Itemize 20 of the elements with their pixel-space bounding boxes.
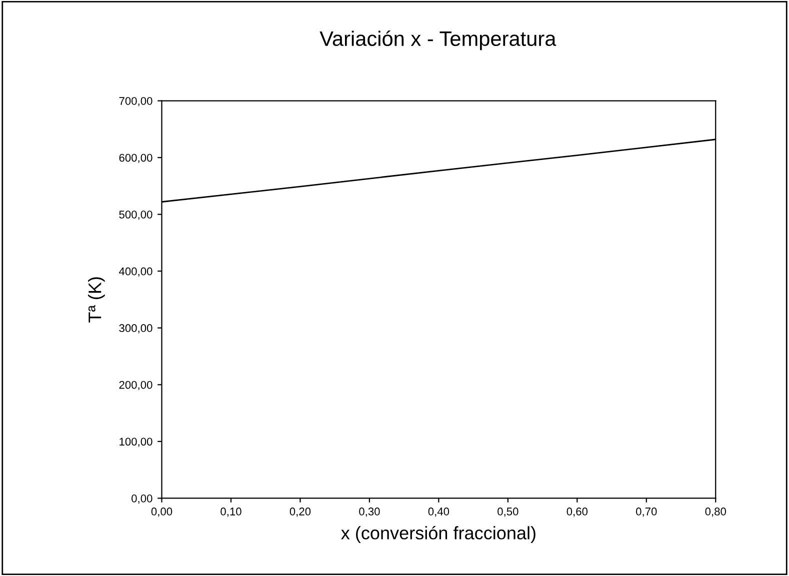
x-tick-label: 0,50 [498, 508, 518, 517]
x-tick-label: 0,10 [220, 508, 242, 517]
x-tick-label: 0,80 [705, 508, 726, 517]
x-tick-label: 0,60 [566, 508, 588, 517]
y-tick-label: 0,00 [132, 494, 152, 504]
y-tick-label: 500,00 [119, 210, 152, 220]
x-tick-label: 0,00 [151, 508, 172, 517]
x-tick-label: 0,70 [636, 508, 657, 517]
x-tick-label: 0,30 [359, 508, 380, 517]
y-axis-title: Tª (K) [88, 277, 105, 323]
chart-title: Variación x - Temperatura [320, 30, 556, 50]
y-tick-label: 600,00 [119, 154, 152, 164]
x-tick-label: 0,40 [428, 508, 450, 517]
y-tick-label: 200,00 [119, 380, 152, 390]
x-tick-label: 0,20 [290, 508, 311, 517]
y-tick-label: 300,00 [119, 324, 152, 334]
y-tick-label: 700,00 [119, 97, 152, 106]
y-tick-label: 100,00 [120, 438, 152, 447]
y-tick-label: 400,00 [118, 267, 152, 277]
x-axis-title: x (conversión fraccional) [341, 526, 536, 543]
